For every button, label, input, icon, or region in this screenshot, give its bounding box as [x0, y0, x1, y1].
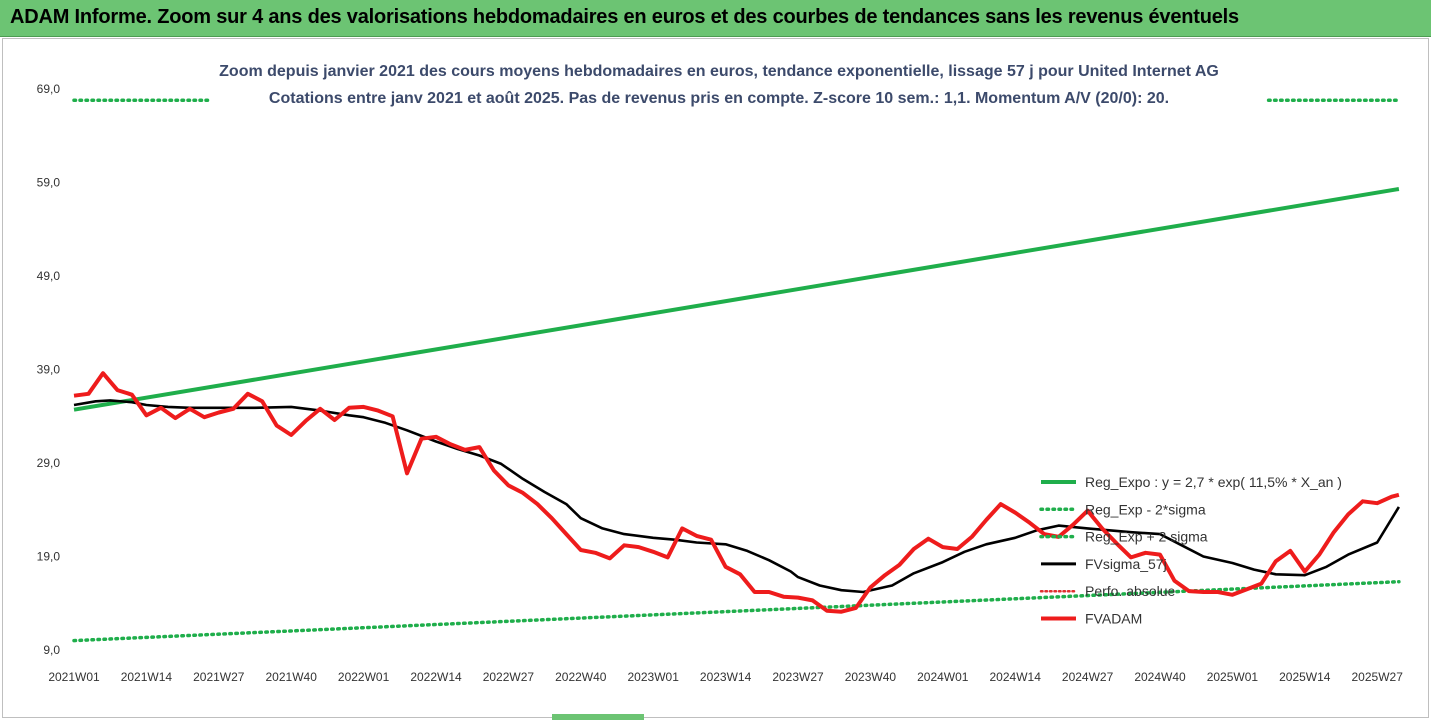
fvsigma-57j-line	[73, 399, 1401, 594]
legend-label-reg_expo: Reg_Expo : y = 2,7 * exp( 11,5% * X_an )	[1085, 474, 1342, 490]
reg-exp-minus-2-sigma-line	[72, 579, 1401, 643]
x-tick-label: 2022W01	[338, 670, 390, 684]
x-tick-label: 2022W14	[410, 670, 462, 684]
y-tick-label: 49,0	[37, 269, 61, 283]
x-tick-label: 2021W14	[121, 670, 173, 684]
legend-label-fvadam: FVADAM	[1085, 611, 1142, 627]
y-axis: 9,0 19,0 29,0 39,0 49,0 59,0 69,0	[37, 82, 61, 657]
x-tick-label: 2025W14	[1279, 670, 1331, 684]
x-tick-label: 2024W01	[917, 670, 969, 684]
bottom-accent-bar	[552, 714, 644, 720]
y-tick-label: 59,0	[37, 176, 61, 190]
line-chart: Zoom depuis janvier 2021 des cours moyen…	[37, 63, 1404, 684]
legend-label-fvsigma: FVsigma_57j	[1085, 556, 1167, 572]
y-tick-label: 29,0	[37, 456, 61, 470]
report-title: ADAM Informe. Zoom sur 4 ans des valoris…	[10, 6, 1239, 28]
x-tick-label: 2021W40	[266, 670, 318, 684]
x-tick-label: 2021W27	[193, 670, 245, 684]
legend-label-minus2: Reg_Exp - 2*sigma	[1085, 501, 1206, 517]
x-tick-label: 2024W14	[990, 670, 1042, 684]
chart-frame: Zoom depuis janvier 2021 des cours moyen…	[2, 38, 1429, 718]
x-tick-label: 2024W40	[1134, 670, 1186, 684]
x-tick-label: 2022W40	[555, 670, 607, 684]
x-tick-label: 2023W40	[845, 670, 897, 684]
y-tick-label: 19,0	[37, 550, 61, 564]
y-tick-label: 69,0	[37, 82, 61, 96]
report-header: ADAM Informe. Zoom sur 4 ans des valoris…	[0, 0, 1431, 37]
chart-title-line-1: Zoom depuis janvier 2021 des cours moyen…	[219, 63, 1219, 80]
y-tick-label: 9,0	[43, 643, 60, 657]
y-tick-label: 39,0	[37, 363, 61, 377]
x-tick-label: 2024W27	[1062, 670, 1114, 684]
x-tick-label: 2025W01	[1207, 670, 1259, 684]
chart-title-line-2: Cotations entre janv 2021 et août 2025. …	[269, 90, 1169, 107]
x-tick-label: 2025W27	[1352, 670, 1404, 684]
legend: Reg_Expo : y = 2,7 * exp( 11,5% * X_an )…	[1039, 474, 1342, 627]
legend-label-perfo: Perfo. absolue	[1085, 583, 1175, 599]
x-tick-label: 2023W27	[772, 670, 824, 684]
fvadam-line	[73, 371, 1400, 614]
x-tick-label: 2023W01	[628, 670, 680, 684]
x-tick-label: 2021W01	[48, 670, 100, 684]
series-layer	[72, 98, 1401, 643]
chart-titles: Zoom depuis janvier 2021 des cours moyen…	[219, 63, 1219, 107]
legend-label-plus2: Reg_Exp + 2 sigma	[1085, 529, 1208, 545]
reg-expo-line	[73, 187, 1400, 412]
x-tick-label: 2023W14	[700, 670, 752, 684]
x-tick-label: 2022W27	[483, 670, 535, 684]
x-axis: 2021W01 2021W14 2021W27 2021W40 2022W01 2022W…	[48, 670, 1403, 684]
